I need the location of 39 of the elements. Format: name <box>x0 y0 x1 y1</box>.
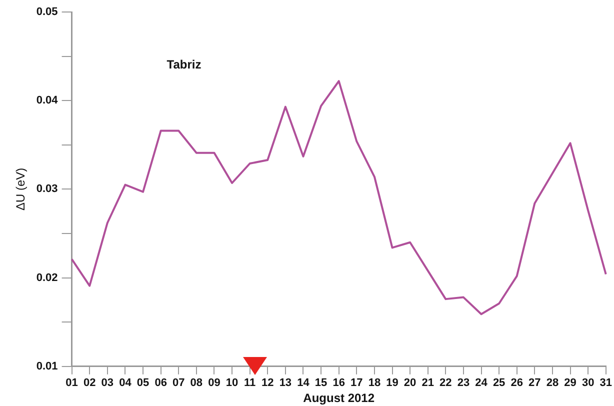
x-tick-label: 31 <box>600 377 612 390</box>
y-tick-label: 0.01 <box>36 360 58 372</box>
x-tick-label: 25 <box>492 377 506 390</box>
x-tick-label: 15 <box>314 377 328 390</box>
x-tick-label: 19 <box>386 377 398 390</box>
x-tick-label: 07 <box>172 377 185 390</box>
y-tick-label: 0.05 <box>36 6 58 18</box>
x-tick-label: 05 <box>136 377 150 390</box>
x-tick-label: 22 <box>440 377 452 390</box>
y-tick-label: 0.04 <box>36 94 59 107</box>
x-tick-label: 08 <box>190 377 203 390</box>
x-tick-label: 04 <box>119 377 132 390</box>
x-tick-label: 29 <box>564 377 576 390</box>
x-tick-label: 10 <box>226 377 238 390</box>
x-tick-label: 28 <box>546 377 559 390</box>
x-tick-label: 09 <box>208 377 220 390</box>
x-tick-label: 14 <box>297 377 310 390</box>
x-tick-label: 13 <box>279 377 292 390</box>
y-axis-title: ΔU (eV) <box>14 168 28 211</box>
x-tick-label: 12 <box>262 377 274 390</box>
x-tick-label: 18 <box>368 377 381 390</box>
annotation: Tabriz <box>166 57 202 72</box>
x-axis-title: August 2012 <box>303 391 375 406</box>
x-tick-label: 01 <box>66 377 78 390</box>
x-tick-label: 23 <box>457 377 470 390</box>
x-tick-label: 26 <box>510 377 523 390</box>
x-tick-label: 03 <box>101 377 114 390</box>
x-tick-label: 02 <box>83 377 96 390</box>
x-tick-label: 30 <box>582 377 594 390</box>
x-tick-label: 27 <box>528 377 541 390</box>
y-tick-label: 0.03 <box>36 183 58 196</box>
x-tick-label: 11 <box>244 377 256 390</box>
x-tick-label: 17 <box>350 377 363 390</box>
x-tick-label: 24 <box>475 377 488 390</box>
y-tick-label: 0.02 <box>36 272 58 284</box>
x-tick-label: 20 <box>404 377 416 390</box>
x-tick-label: 06 <box>154 377 167 390</box>
x-tick-label: 16 <box>332 377 345 390</box>
x-tick-label: 21 <box>422 377 434 390</box>
